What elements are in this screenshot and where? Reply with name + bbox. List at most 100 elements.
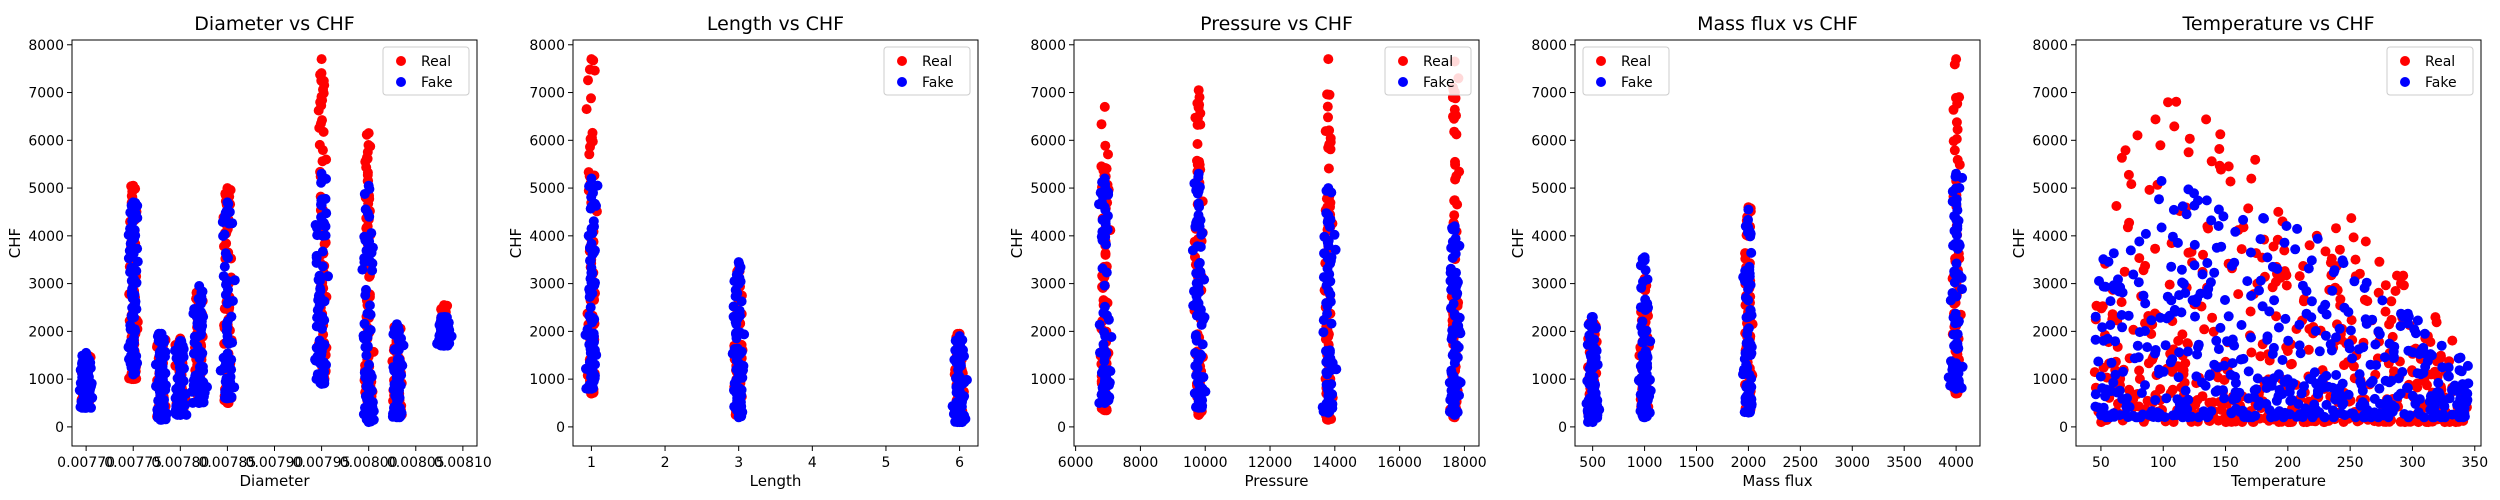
point xyxy=(1189,388,1200,399)
point xyxy=(2346,315,2357,326)
point xyxy=(2377,295,2388,306)
point xyxy=(2173,335,2184,346)
point xyxy=(1637,365,1648,376)
point xyxy=(1100,140,1111,151)
point xyxy=(316,54,327,65)
point xyxy=(2270,277,2281,287)
y-tick-label: 3000 xyxy=(1531,277,1567,293)
point xyxy=(2348,232,2359,243)
point xyxy=(2111,201,2122,211)
point xyxy=(1190,178,1201,189)
point xyxy=(195,387,206,398)
point xyxy=(361,284,371,295)
scatter-points xyxy=(2089,96,2474,428)
point xyxy=(2255,234,2266,245)
point xyxy=(2390,286,2401,296)
point xyxy=(154,385,165,396)
point xyxy=(735,276,746,287)
point xyxy=(2387,400,2398,411)
x-tick-label: 350 xyxy=(2461,455,2488,471)
point xyxy=(1449,310,1460,321)
point xyxy=(2128,269,2139,280)
point xyxy=(2444,393,2455,404)
point xyxy=(955,359,966,369)
scatter-points xyxy=(1581,54,1968,428)
point xyxy=(362,147,373,157)
point xyxy=(735,372,746,383)
point xyxy=(2134,365,2145,376)
point xyxy=(2119,266,2130,277)
point xyxy=(2197,269,2208,280)
y-tick-label: 6000 xyxy=(1531,133,1567,149)
point xyxy=(128,354,139,365)
point xyxy=(364,300,375,311)
y-tick-label: 8000 xyxy=(1531,38,1567,54)
x-axis-label: Diameter xyxy=(239,472,310,490)
point xyxy=(1952,343,1962,354)
point xyxy=(585,302,596,313)
point xyxy=(1951,258,1962,269)
point xyxy=(2123,169,2134,180)
point xyxy=(1330,244,1341,255)
point xyxy=(1100,249,1111,260)
point xyxy=(2255,351,2266,362)
chart-title: Pressure vs CHF xyxy=(1200,13,1353,35)
point xyxy=(954,345,965,356)
point xyxy=(154,358,164,369)
point xyxy=(362,342,373,353)
point xyxy=(2212,362,2223,373)
point xyxy=(727,348,738,359)
x-tick-label: 8000 xyxy=(1123,455,1159,471)
point xyxy=(2133,352,2144,363)
point xyxy=(2243,393,2254,404)
point xyxy=(2177,201,2188,212)
point xyxy=(581,104,592,115)
point xyxy=(2206,215,2217,226)
y-tick-label: 7000 xyxy=(1531,86,1567,102)
x-tick-label: 1000 xyxy=(1627,455,1663,471)
x-tick-label: 0.00785 xyxy=(198,455,256,471)
point xyxy=(2116,297,2127,308)
point xyxy=(364,398,375,408)
point xyxy=(2226,260,2237,271)
point xyxy=(2317,304,2328,315)
point xyxy=(1592,410,1603,420)
point xyxy=(2121,401,2132,412)
point xyxy=(392,396,403,407)
point xyxy=(587,249,598,260)
point xyxy=(1582,375,1593,386)
legend-label-fake: Fake xyxy=(2425,75,2457,91)
point xyxy=(2219,393,2230,404)
point xyxy=(2330,390,2341,401)
point xyxy=(316,177,327,188)
point xyxy=(2328,405,2338,416)
point xyxy=(2297,280,2308,291)
legend-marker-fake xyxy=(1596,77,1606,87)
x-tick-label: 1 xyxy=(587,455,596,471)
point xyxy=(2223,311,2234,322)
point xyxy=(2343,389,2354,400)
point xyxy=(128,369,139,380)
point xyxy=(2355,376,2366,387)
point xyxy=(439,300,449,311)
point xyxy=(317,261,328,272)
point xyxy=(2229,340,2240,351)
point xyxy=(2103,256,2114,267)
point xyxy=(2236,320,2247,330)
point xyxy=(172,373,183,384)
point xyxy=(2435,350,2446,361)
point xyxy=(174,381,184,392)
point xyxy=(2230,226,2241,237)
point xyxy=(2201,195,2212,206)
y-tick-label: 0 xyxy=(55,420,64,436)
point xyxy=(2277,355,2288,365)
point xyxy=(2173,372,2184,383)
point xyxy=(584,292,595,302)
point xyxy=(2380,375,2391,386)
point xyxy=(955,389,966,400)
y-tick-label: 1000 xyxy=(529,372,565,388)
point xyxy=(1638,353,1649,364)
point xyxy=(1452,199,1463,210)
point xyxy=(222,197,233,208)
